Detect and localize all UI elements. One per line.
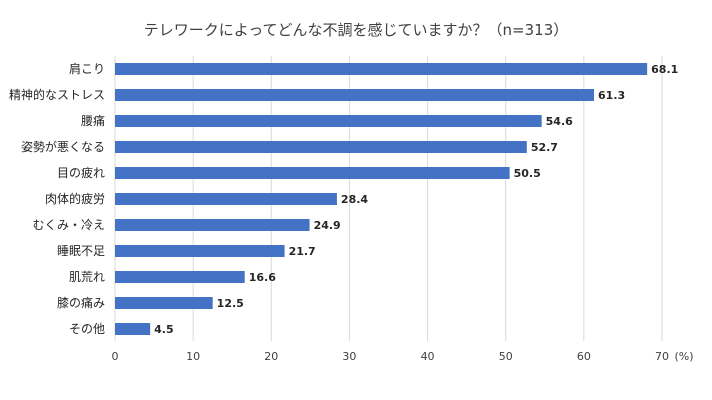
data-labels: 68.1 61.3 54.6 52.7 50.5 28.424.9 21.7 16.6 12.5… xyxy=(154,63,678,336)
data-label: 21.7 xyxy=(289,245,316,258)
x-tick-label: 60 xyxy=(577,350,591,363)
bar xyxy=(115,89,595,101)
bar xyxy=(115,245,285,257)
data-label: 61.3 xyxy=(598,89,625,102)
bars xyxy=(115,63,648,335)
category-label: 腰痛 xyxy=(81,113,105,128)
data-label: 28.4 xyxy=(341,193,368,206)
category-label: 肌荒れ xyxy=(69,270,105,284)
chart-title: テレワークによってどんな不調を感じていますか？（n=313） xyxy=(144,21,569,39)
data-label: 24.9 xyxy=(314,219,341,232)
x-tick-label: 40 xyxy=(421,350,435,363)
bar xyxy=(115,63,648,75)
category-label: 肩こり xyxy=(69,61,105,76)
category-label: 精神的なストレス xyxy=(9,87,105,102)
x-tick-label: 70 xyxy=(655,350,669,363)
bar xyxy=(115,141,527,153)
category-label: 睡眠不足 xyxy=(57,244,105,258)
data-label: 68.1 xyxy=(651,63,678,76)
x-tick-label: 20 xyxy=(264,350,278,363)
x-axis-unit: (%) xyxy=(674,350,693,363)
bar xyxy=(115,115,542,127)
data-label: 50.5 xyxy=(514,167,541,180)
category-label: 膝の痛み xyxy=(57,295,105,310)
bar xyxy=(115,167,510,179)
bar xyxy=(115,323,151,335)
data-label: 12.5 xyxy=(217,297,244,310)
x-tick-label: 50 xyxy=(499,350,513,363)
data-label: 4.5 xyxy=(154,323,174,336)
x-tick-label: 0 xyxy=(112,350,119,363)
bar xyxy=(115,193,337,205)
x-tick-label: 10 xyxy=(186,350,200,363)
category-label: むくみ・冷え xyxy=(33,218,105,232)
data-label: 54.6 xyxy=(546,115,573,128)
bar xyxy=(115,219,310,231)
data-label: 16.6 xyxy=(249,271,276,284)
data-label: 52.7 xyxy=(531,141,558,154)
x-axis-ticks: 0 10 20 30 40 50 60 70 xyxy=(112,350,670,363)
bar xyxy=(115,271,245,283)
x-tick-label: 30 xyxy=(342,350,356,363)
bar xyxy=(115,297,213,309)
category-label: 肉体的疲労 xyxy=(45,191,105,206)
category-label: その他 xyxy=(69,322,105,336)
category-label: 姿勢が悪くなる xyxy=(21,139,105,154)
category-label: 目の疲れ xyxy=(57,165,105,180)
category-labels: 肩こり精神的なストレス腰痛姿勢が悪くなる目の疲れ肉体的疲労むくみ・冷え睡眠不足肌… xyxy=(9,61,105,336)
